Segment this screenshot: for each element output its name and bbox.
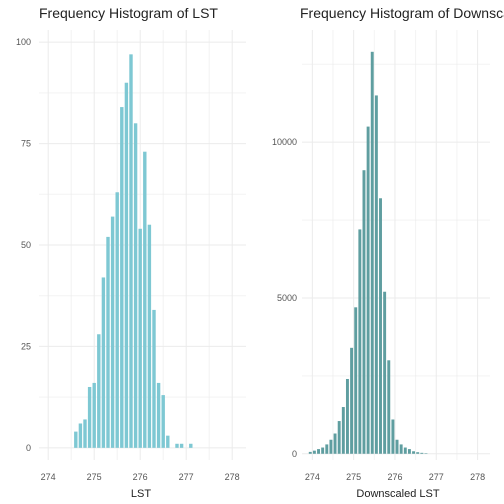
lst-histogram-bar [189, 443, 193, 448]
lst-histogram-bar [92, 382, 96, 448]
downscaled-y-tick-label: 5000 [277, 293, 297, 303]
downscaled-y-tick-label: 0 [292, 449, 297, 459]
downscaled-x-axis-label: Downscaled LST [356, 488, 439, 500]
lst-histogram-bar [133, 123, 138, 448]
lst-histogram-bar [161, 395, 165, 448]
downscaled-x-tick-label: 276 [387, 472, 402, 482]
lst-histogram-bar [152, 309, 156, 448]
downscaled-histogram-bar [317, 449, 320, 454]
lst-histogram-bar [138, 228, 142, 448]
downscaled-histogram-bar [403, 447, 407, 454]
lst-histogram-bar [97, 334, 101, 448]
downscaled-histogram-bar [424, 453, 428, 454]
downscaled-x-tick-label: 275 [346, 472, 361, 482]
downscaled-x-tick-label: 274 [305, 472, 320, 482]
lst-y-tick-label: 100 [16, 37, 31, 47]
lst-histogram-bar [143, 151, 147, 448]
downscaled-histogram-bar [308, 451, 312, 454]
downscaled-bars [308, 51, 428, 454]
downscaled-histogram-bar [407, 449, 411, 454]
lst-histogram-bar [156, 382, 161, 448]
lst-x-tick-label: 278 [225, 472, 240, 482]
downscaled-histogram-bar [383, 291, 387, 454]
downscaled-histogram-panel: 274 275 276 277 278 0 5000 10000 Frequency Hist… [272, 5, 504, 500]
lst-y-tick-label: 0 [26, 443, 31, 453]
downscaled-histogram-bar [366, 126, 370, 454]
downscaled-histogram-bar [358, 229, 362, 454]
lst-histogram-bar [115, 192, 119, 448]
lst-histogram-panel: 274 275 276 277 278 0 25 50 75 100 Frequency Hist… [16, 5, 246, 500]
lst-gridlines [39, 30, 246, 460]
downscaled-histogram-bar [416, 452, 420, 454]
lst-histogram-bar [110, 216, 115, 448]
lst-tick-labels: 274 275 276 277 278 0 25 50 75 100 [16, 37, 240, 482]
downscaled-histogram-bar [312, 450, 316, 454]
downscaled-histogram-bar [345, 378, 349, 454]
lst-histogram-bar [179, 443, 184, 448]
downscaled-histogram-bar [387, 360, 391, 454]
lst-x-tick-label: 277 [179, 472, 194, 482]
lst-histogram-bar [129, 54, 133, 448]
downscaled-chart-title: Frequency Histogram of Downscale [300, 5, 504, 21]
downscaled-histogram-bar [350, 347, 354, 454]
downscaled-histogram-bar [333, 433, 337, 454]
downscaled-histogram-bar [370, 51, 374, 454]
downscaled-histogram-bar [362, 170, 366, 454]
lst-histogram-bar [147, 224, 152, 448]
lst-y-tick-label: 50 [21, 240, 31, 250]
downscaled-x-tick-label: 277 [429, 472, 444, 482]
lst-chart-title: Frequency Histogram of LST [39, 5, 218, 21]
lst-x-tick-label: 274 [41, 472, 56, 482]
lst-histogram-bar [101, 277, 106, 448]
downscaled-histogram-bar [420, 452, 424, 454]
lst-y-tick-label: 25 [21, 341, 31, 351]
lst-histogram-bar [166, 435, 170, 448]
lst-histogram-bar [124, 82, 129, 448]
downscaled-histogram-bar [325, 444, 329, 454]
lst-x-tick-label: 276 [133, 472, 148, 482]
downscaled-histogram-bar [321, 447, 325, 454]
lst-histogram-bar [83, 419, 87, 448]
lst-bars [74, 54, 193, 448]
downscaled-histogram-bar [354, 307, 358, 454]
downscaled-y-tick-label: 10000 [272, 137, 297, 147]
downscaled-histogram-bar [412, 451, 416, 454]
downscaled-histogram-bar [329, 439, 333, 454]
lst-histogram-bar [106, 236, 110, 448]
lst-x-axis-label: LST [131, 488, 151, 500]
lst-x-tick-label: 275 [87, 472, 102, 482]
lst-histogram-bar [78, 423, 83, 448]
lst-histogram-bar [87, 386, 92, 448]
lst-y-tick-label: 75 [21, 139, 31, 149]
downscaled-tick-labels: 274 275 276 277 278 0 5000 10000 [272, 137, 485, 482]
lst-histogram-bar [175, 443, 179, 448]
downscaled-histogram-bar [374, 95, 378, 454]
downscaled-histogram-bar [337, 421, 341, 454]
downscaled-histogram-bar [395, 439, 399, 454]
lst-histogram-bar [120, 107, 124, 448]
lst-histogram-bar [74, 431, 78, 448]
downscaled-x-tick-label: 278 [470, 472, 485, 482]
downscaled-gridlines [302, 30, 490, 460]
downscaled-histogram-bar [341, 407, 345, 454]
downscaled-histogram-bar [391, 419, 395, 454]
downscaled-histogram-bar [379, 198, 382, 454]
downscaled-histogram-bar [399, 444, 403, 454]
